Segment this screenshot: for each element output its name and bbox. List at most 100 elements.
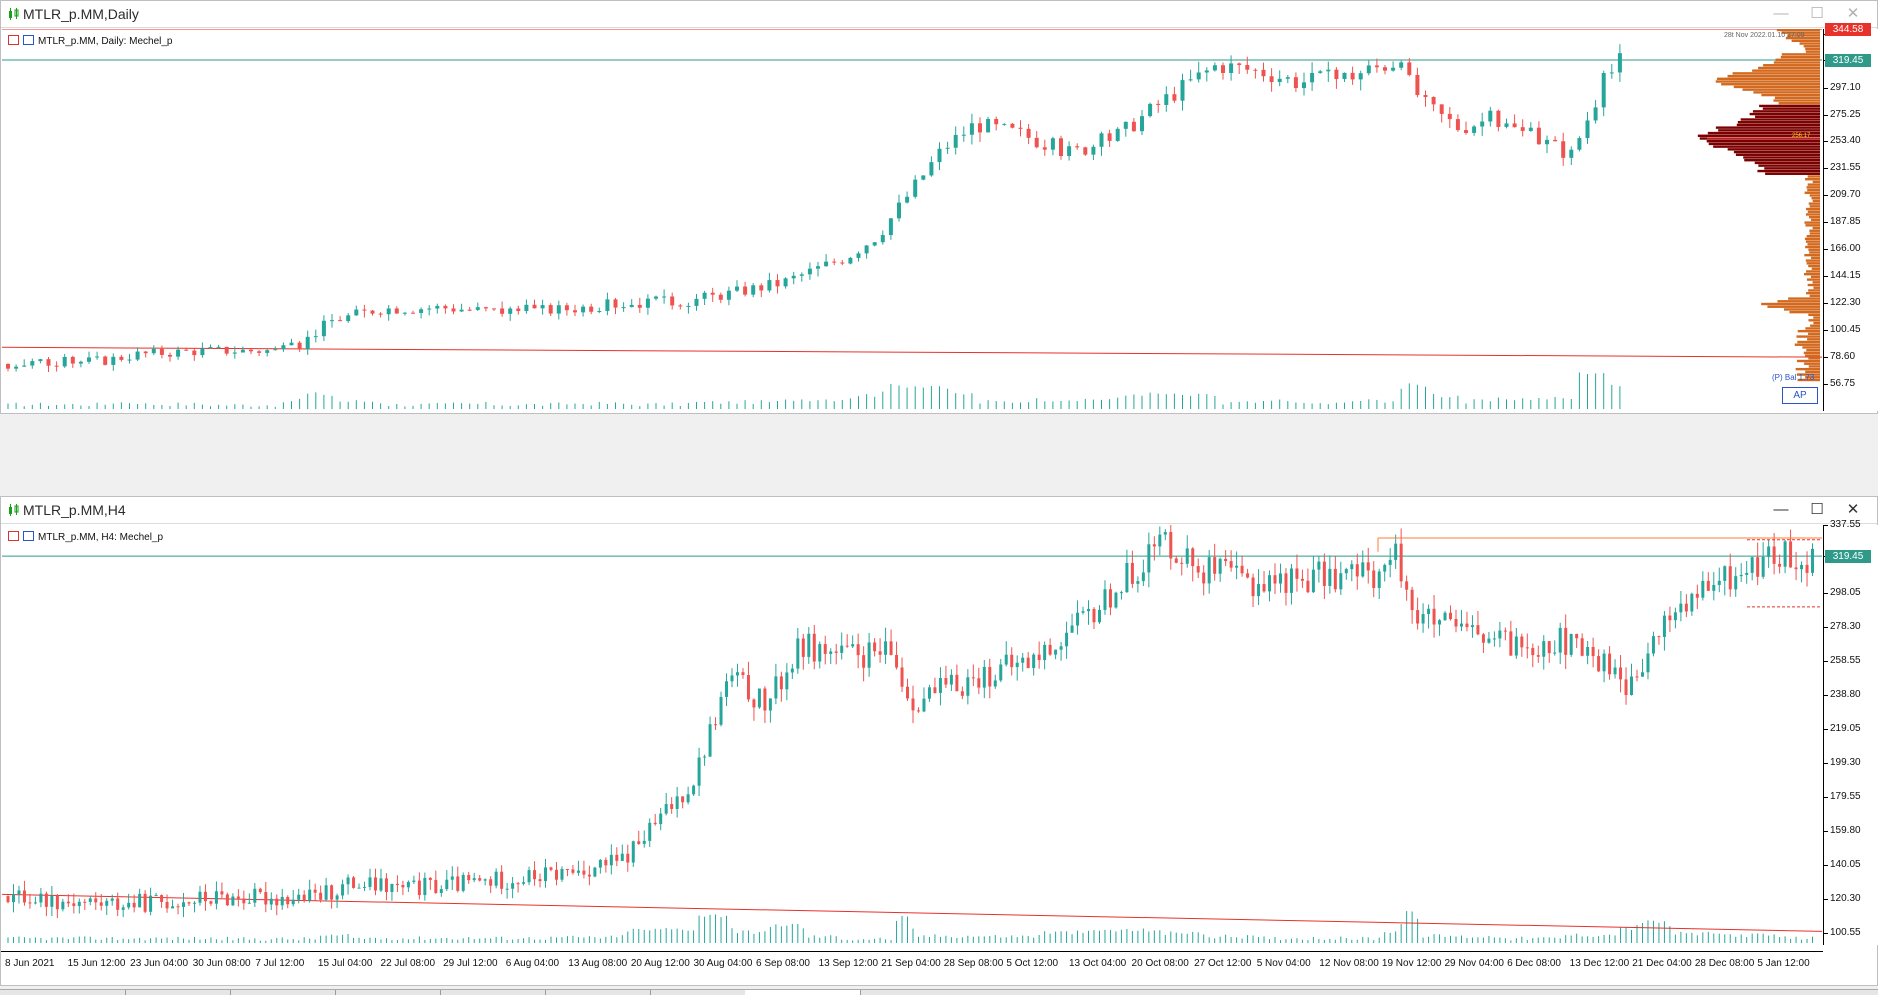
candle-body (467, 874, 471, 881)
candle-body (269, 898, 273, 905)
candle-body (840, 262, 845, 264)
candle-body (1496, 110, 1501, 127)
candle-body (832, 261, 837, 263)
volume-profile-bar (1809, 232, 1820, 235)
volume-profile-bar (1808, 248, 1820, 251)
candle-body (867, 642, 871, 668)
chart-tab-active[interactable] (745, 990, 861, 995)
chart-tab-strip[interactable] (0, 989, 1878, 995)
candle-body (845, 645, 849, 647)
chart-tab[interactable] (335, 990, 441, 995)
candle-body (1318, 71, 1323, 73)
candle-body (824, 261, 829, 267)
candle-body (264, 892, 268, 905)
volume-profile-bar (1763, 64, 1820, 67)
volume-profile-bar (1805, 213, 1820, 216)
candle-body (994, 118, 999, 125)
candle-body (1585, 120, 1590, 139)
candle-body (94, 898, 98, 903)
price-tick-label: 231.55 (1830, 162, 1861, 174)
maximize-button[interactable]: ☐ (1810, 501, 1824, 518)
volume-profile-bar (1708, 142, 1820, 146)
candle-body (1295, 568, 1299, 579)
volume-profile-bar (1761, 302, 1820, 306)
volume-profile-bar (1737, 121, 1820, 124)
candle-body (1339, 573, 1343, 590)
candle-body (1454, 619, 1458, 627)
candle-body (988, 666, 992, 687)
candle-body (132, 902, 136, 908)
price-tick-mark (1824, 729, 1828, 730)
candle-body (1443, 612, 1447, 621)
current-price-tag: 319.45 (1825, 550, 1871, 564)
chart-tab[interactable] (230, 990, 336, 995)
candle-body (1366, 562, 1370, 571)
time-tick-label: 23 Jun 04:00 (130, 958, 188, 969)
candle-body (22, 365, 27, 367)
candle-body (1300, 578, 1304, 581)
volume-profile-bar (1744, 159, 1820, 162)
candle-body (589, 306, 594, 312)
candle-body (1188, 79, 1193, 81)
candle-body (54, 365, 59, 367)
candle-body (1257, 584, 1261, 597)
candle-body (548, 305, 553, 314)
time-tick-label: 7 Jul 12:00 (255, 958, 305, 969)
chart-tab[interactable] (0, 990, 126, 995)
candle-body (872, 242, 877, 246)
chart-tab[interactable] (545, 990, 651, 995)
time-tick-label: 28 Sep 08:00 (943, 958, 1004, 969)
candle-body (779, 676, 783, 690)
chart-tab[interactable] (440, 990, 546, 995)
candle-body (1662, 615, 1666, 637)
candle-body (1207, 557, 1211, 584)
volume-profile-bar (1804, 221, 1820, 224)
daily-title-bar[interactable]: MTLR_p.MM,Daily — ☐ ✕ (1, 1, 1877, 28)
minimize-button[interactable]: — (1773, 5, 1789, 22)
ap-button[interactable]: AP (1782, 386, 1818, 404)
h4-time-axis[interactable]: 8 Jun 2021 15 Jun 12:00 23 Jun 04:00 30 Jun… (1, 951, 1823, 982)
daily-chart-window[interactable]: MTLR_p.MM,Daily — ☐ ✕ 256.17 MTLR_p.MM, … (0, 0, 1878, 414)
price-tick-label: 337.55 (1830, 519, 1861, 530)
minimize-button[interactable]: — (1773, 501, 1789, 518)
chart-tab[interactable] (125, 990, 231, 995)
volume-profile-bar (1804, 362, 1820, 365)
candle-body (565, 868, 569, 870)
candle-body (851, 644, 855, 647)
candle-body (878, 651, 882, 655)
daily-candlestick-chart[interactable]: 256.17 (2, 29, 1822, 411)
candle-body (1391, 67, 1396, 71)
candle-body (192, 902, 196, 904)
candle-body (83, 901, 87, 903)
h4-chart-window[interactable]: MTLR_p.MM,H4 — ☐ ✕ MTLR_p.MM, H4: Mechel… (0, 496, 1878, 986)
candle-body (1156, 103, 1161, 105)
candle-body (1326, 69, 1331, 72)
candle-body (681, 796, 685, 803)
volume-profile-bar (1794, 343, 1820, 346)
maximize-button[interactable]: ☐ (1810, 5, 1824, 22)
time-tick-label: 19 Nov 12:00 (1381, 958, 1442, 969)
candle-body (1512, 123, 1517, 128)
close-button[interactable]: ✕ (1846, 5, 1860, 22)
h4-title-bar[interactable]: MTLR_p.MM,H4 — ☐ ✕ (1, 497, 1877, 524)
candle-body (916, 710, 920, 712)
daily-price-axis[interactable]: 340.30319.45297.10275.25253.40231.55209.… (1823, 23, 1878, 411)
volume-profile-bar (1806, 234, 1820, 238)
volume-profile-bar (1767, 305, 1820, 308)
candle-body (220, 891, 224, 895)
h4-plot-area[interactable]: MTLR_p.MM, H4: Mechel_p (2, 525, 1822, 945)
candle-body (829, 651, 833, 654)
daily-plot-area[interactable]: 256.17 MTLR_p.MM, Daily: Mechel_p 28t No… (2, 29, 1822, 411)
candle-body (524, 304, 529, 312)
h4-candlestick-chart[interactable] (2, 525, 1822, 945)
candle-body (395, 883, 399, 886)
candle-body (1119, 592, 1123, 594)
candle-body (1043, 644, 1047, 661)
close-button[interactable]: ✕ (1846, 501, 1860, 518)
candle-body (38, 359, 43, 362)
h4-window-title: MTLR_p.MM,H4 (23, 502, 126, 518)
daily-chart-label: MTLR_p.MM, Daily: Mechel_p (8, 35, 172, 47)
candle-body (116, 898, 120, 910)
price-tick-mark (1824, 114, 1828, 116)
h4-price-axis[interactable]: 337.55 319.45 298.05 278.30 258.55 238.80 219.… (1823, 519, 1878, 945)
